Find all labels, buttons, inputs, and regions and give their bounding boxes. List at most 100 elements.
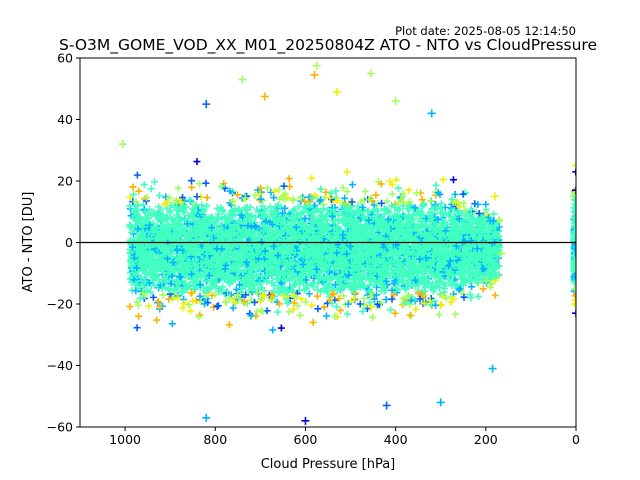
scatter-point — [133, 171, 141, 179]
scatter-point — [455, 207, 463, 215]
scatter-point — [186, 307, 194, 315]
scatter-point — [200, 207, 208, 215]
scatter-point — [173, 199, 181, 207]
scatter-point — [343, 310, 351, 318]
scatter-point — [232, 285, 240, 293]
scatter-point — [327, 189, 335, 197]
scatter-point — [309, 318, 317, 326]
scatter-point — [196, 180, 204, 188]
scatter-point — [490, 210, 498, 218]
scatter-point — [259, 272, 267, 280]
scatter-point — [468, 283, 476, 291]
scatter-point — [275, 289, 283, 297]
scatter-point — [310, 283, 318, 291]
scatter-point — [335, 295, 343, 303]
scatter-point — [174, 184, 182, 192]
scatter-point — [348, 286, 356, 294]
scatter-point — [198, 201, 206, 209]
scatter-point — [344, 300, 352, 308]
scatter-point — [274, 201, 282, 209]
scatter-point — [294, 263, 302, 271]
scatter-point — [188, 183, 196, 191]
scatter-point — [317, 288, 325, 296]
scatter-point — [440, 288, 448, 296]
scatter-point — [143, 268, 151, 276]
scatter-point — [165, 295, 173, 303]
scatter-point — [405, 186, 413, 194]
scatter-point — [323, 312, 331, 320]
scatter-point — [134, 301, 142, 309]
scatter-point — [269, 326, 277, 334]
scatter-point — [213, 214, 221, 222]
scatter-point — [399, 294, 407, 302]
scatter-point — [136, 294, 144, 302]
scatter-point — [204, 299, 212, 307]
scatter-point — [388, 202, 396, 210]
scatter-point — [135, 312, 143, 320]
scatter-point — [431, 297, 439, 305]
scatter-point — [321, 287, 329, 295]
scatter-point — [404, 276, 412, 284]
scatter-point — [184, 212, 192, 220]
scatter-point — [233, 291, 241, 299]
scatter-point — [270, 194, 278, 202]
scatter-point — [202, 213, 210, 221]
scatter-point — [366, 228, 374, 236]
scatter-point — [145, 302, 153, 310]
scatter-point — [277, 324, 285, 332]
scatter-point — [129, 214, 137, 222]
scatter-point — [126, 303, 134, 311]
scatter-point — [391, 309, 399, 317]
scatter-point — [295, 203, 303, 211]
scatter-point — [370, 201, 378, 209]
scatter-point — [285, 175, 293, 183]
scatter-point — [330, 206, 338, 214]
scatter-point — [399, 277, 407, 285]
plot-date: Plot date: 2025-08-05 12:14:50 — [395, 24, 576, 38]
scatter-point — [382, 295, 390, 303]
scatter-point — [275, 300, 283, 308]
scatter-point — [305, 290, 313, 298]
scatter-point — [394, 184, 402, 192]
scatter-point — [154, 298, 162, 306]
scatter-point — [413, 189, 421, 197]
scatter-point — [314, 305, 322, 313]
scatter-point — [395, 278, 403, 286]
scatter-point — [449, 176, 457, 184]
scatter-point — [226, 280, 234, 288]
scatter-point — [308, 301, 316, 309]
scatter-point — [167, 201, 175, 209]
scatter-point — [304, 281, 312, 289]
scatter-point — [222, 298, 230, 306]
scatter-point — [450, 295, 458, 303]
scatter-point — [232, 299, 240, 307]
scatter-point — [321, 193, 329, 201]
scatter-point — [332, 187, 340, 195]
scatter-point — [235, 281, 243, 289]
scatter-point — [461, 206, 469, 214]
scatter-point — [322, 188, 330, 196]
scatter-point — [418, 196, 426, 204]
scatter-point — [180, 251, 188, 259]
scatter-point — [289, 196, 297, 204]
scatter-point — [412, 305, 420, 313]
scatter-point — [203, 194, 211, 202]
scatter-point — [308, 174, 316, 182]
scatter-point — [174, 278, 182, 286]
scatter-point — [343, 168, 351, 176]
scatter-point — [153, 316, 161, 324]
scatter-point — [441, 282, 449, 290]
scatter-point — [213, 302, 221, 310]
scatter-point — [339, 292, 347, 300]
scatter-point — [193, 158, 201, 166]
scatter-point — [392, 176, 400, 184]
scatter-point — [439, 292, 447, 300]
scatter-point — [242, 291, 250, 299]
scatter-point — [479, 285, 487, 293]
chart-title: S-O3M_GOME_VOD_XX_M01_20250804Z ATO - NT… — [59, 36, 597, 55]
scatter-point — [181, 197, 189, 205]
scatter-point — [267, 188, 275, 196]
scatter-point — [133, 324, 141, 332]
scatter-point — [399, 202, 407, 210]
scatter-point — [126, 202, 134, 210]
